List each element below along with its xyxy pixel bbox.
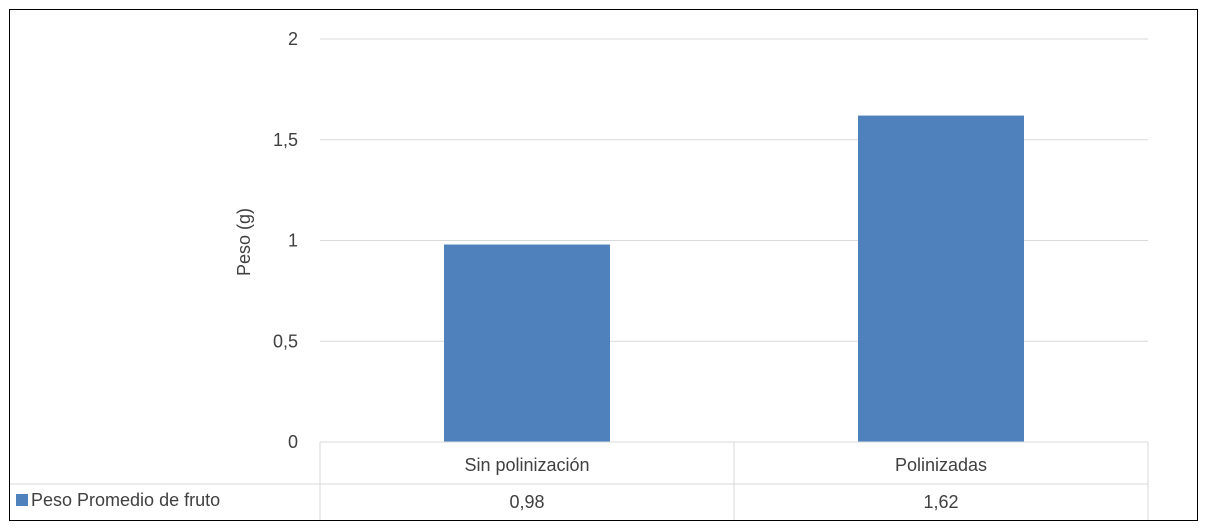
y-tick-label: 1,5 <box>273 130 298 150</box>
bars <box>444 115 1024 442</box>
data-table-value: 1,62 <box>923 492 958 512</box>
data-table: Sin polinización Polinizadas Peso Promedio… <box>10 441 1149 520</box>
y-tick-label: 1 <box>288 231 298 251</box>
y-tick-label: 2 <box>288 29 298 49</box>
legend-series-name: Peso Promedio de fruto <box>31 490 220 510</box>
y-tick-label: 0 <box>288 432 298 452</box>
x-category-label: Sin polinización <box>464 455 589 475</box>
bar <box>858 115 1024 442</box>
y-tick-label: 0,5 <box>273 331 298 351</box>
y-axis-label: Peso (g) <box>234 208 254 276</box>
x-category-label: Polinizadas <box>895 455 987 475</box>
data-table-value: 0,98 <box>509 492 544 512</box>
legend-swatch <box>16 494 28 506</box>
y-tick-labels: 0 0,5 1 1,5 2 <box>273 29 298 452</box>
bar <box>444 244 610 442</box>
